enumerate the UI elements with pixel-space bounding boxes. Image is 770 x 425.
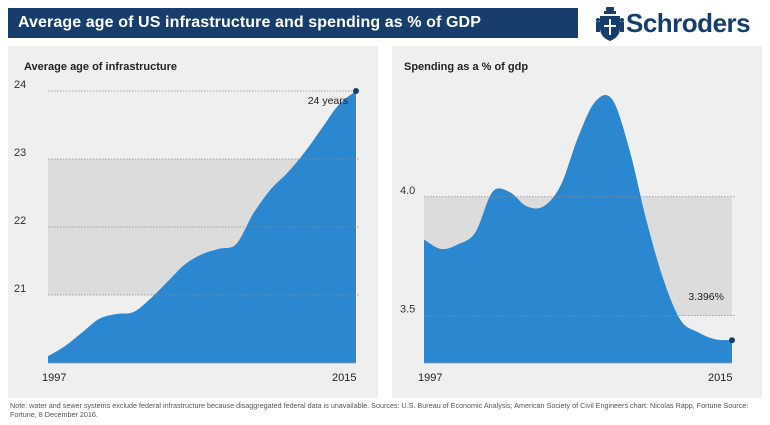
age-chart-title: Average age of infrastructure: [24, 61, 178, 73]
spending-x-tick-label: 1997: [418, 372, 442, 384]
brand-name: Schroders: [626, 8, 751, 38]
header-accent: [574, 8, 578, 38]
spending-chart: 3.5 4.0 1997 2015 3.396%: [400, 94, 736, 384]
source-note: Note: water and sewer systems exclude fe…: [10, 401, 749, 419]
age-annotation-label: 24 years: [308, 95, 348, 107]
spending-x-tick-label: 2015: [708, 372, 732, 384]
age-y-tick-label: 23: [14, 147, 26, 159]
age-x-tick-label: 1997: [42, 372, 66, 384]
spending-endpoint-marker: [729, 337, 735, 344]
age-x-tick-label: 2015: [332, 372, 356, 384]
brand-logo: Schroders: [596, 6, 766, 42]
age-endpoint-marker: [353, 88, 359, 94]
spending-y-tick-label: 4.0: [400, 185, 415, 197]
schroders-crest-icon: [596, 7, 624, 41]
spending-annotation-label: 3.396%: [688, 291, 724, 303]
age-y-tick-label: 21: [14, 283, 26, 295]
header-bar: Average age of US infrastructure and spe…: [8, 8, 578, 38]
spending-y-tick-label: 3.5: [400, 304, 415, 316]
spending-series-area: [424, 94, 732, 364]
age-chart: 21 22 23 24 1997 2015 24 years: [14, 79, 360, 384]
spending-chart-panel: Spending as a % of gdp 3.5 4.0 1997 2015 3.3…: [392, 46, 762, 398]
spending-chart-title: Spending as a % of gdp: [404, 61, 529, 73]
age-chart-panel: Average age of infrastructure 21 22 23 24 19…: [8, 46, 378, 398]
age-y-tick-label: 24: [14, 79, 26, 91]
age-y-tick-label: 22: [14, 215, 26, 227]
page-title: Average age of US infrastructure and spe…: [18, 14, 481, 31]
